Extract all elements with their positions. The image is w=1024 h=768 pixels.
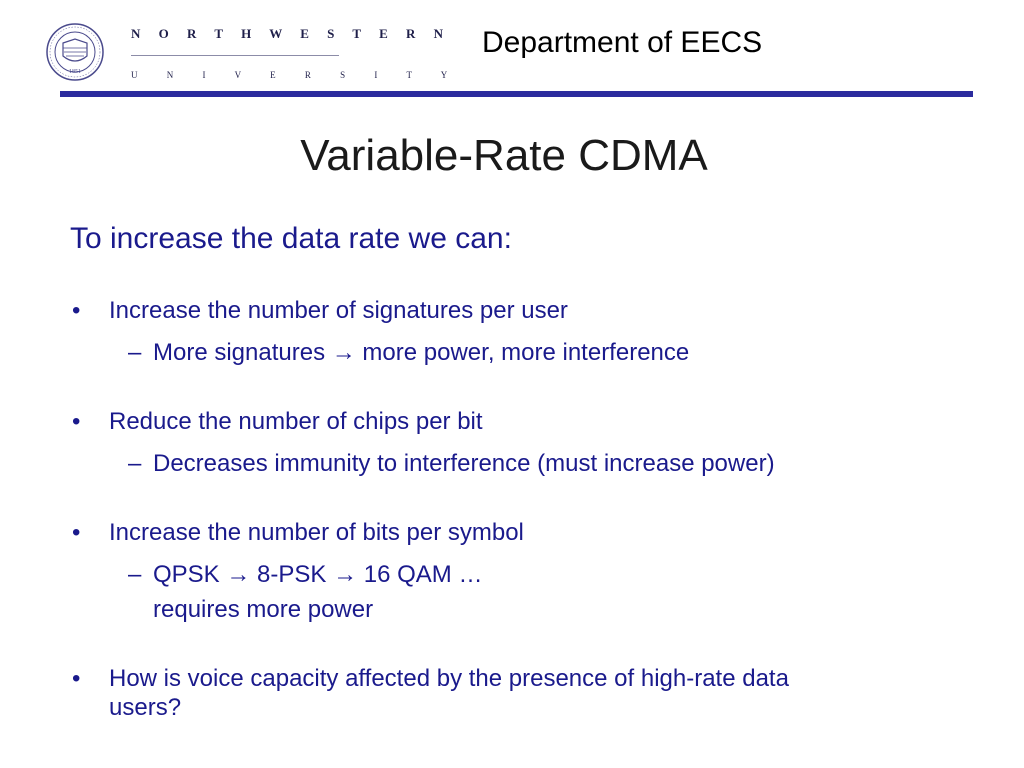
right-arrow-icon: → [226, 561, 251, 588]
sub-bullet-text: QPSK → 8-PSK → 16 QAM … [153, 561, 483, 588]
department-label: Department of EECS [482, 26, 763, 59]
right-arrow-icon: → [331, 339, 356, 366]
slide-title: Variable-Rate CDMA [300, 131, 708, 180]
bullet-marker: • [72, 408, 81, 435]
dash-marker: – [128, 561, 142, 588]
university-seal-icon: 1851 [46, 23, 104, 81]
dash-marker: – [128, 450, 142, 477]
header-divider [60, 91, 973, 97]
sub-bullet-text: Decreases immunity to interference (must… [153, 450, 775, 477]
right-arrow-icon: → [333, 561, 358, 588]
logo-divider [131, 55, 339, 56]
logo-wordmark-bottom: U N I V E R S I T Y [131, 70, 461, 80]
dash-marker: – [128, 339, 142, 366]
bullet-marker: • [72, 297, 81, 324]
bullet-marker: • [72, 519, 81, 546]
bullet-text: Reduce the number of chips per bit [109, 408, 483, 435]
bullet-marker: • [72, 665, 81, 692]
intro-text: To increase the data rate we can: [70, 222, 512, 255]
seal-year: 1851 [69, 69, 81, 75]
logo-wordmark-top: N O R T H W E S T E R N [131, 26, 451, 41]
bullet-text: How is voice capacity affected by the pr… [109, 665, 789, 721]
sub-bullet-text: requires more power [153, 596, 374, 623]
sub-bullet-text: More signatures → more power, more inter… [153, 339, 690, 366]
bullet-text: Increase the number of bits per symbol [109, 519, 524, 546]
bullet-text: Increase the number of signatures per us… [109, 297, 568, 324]
